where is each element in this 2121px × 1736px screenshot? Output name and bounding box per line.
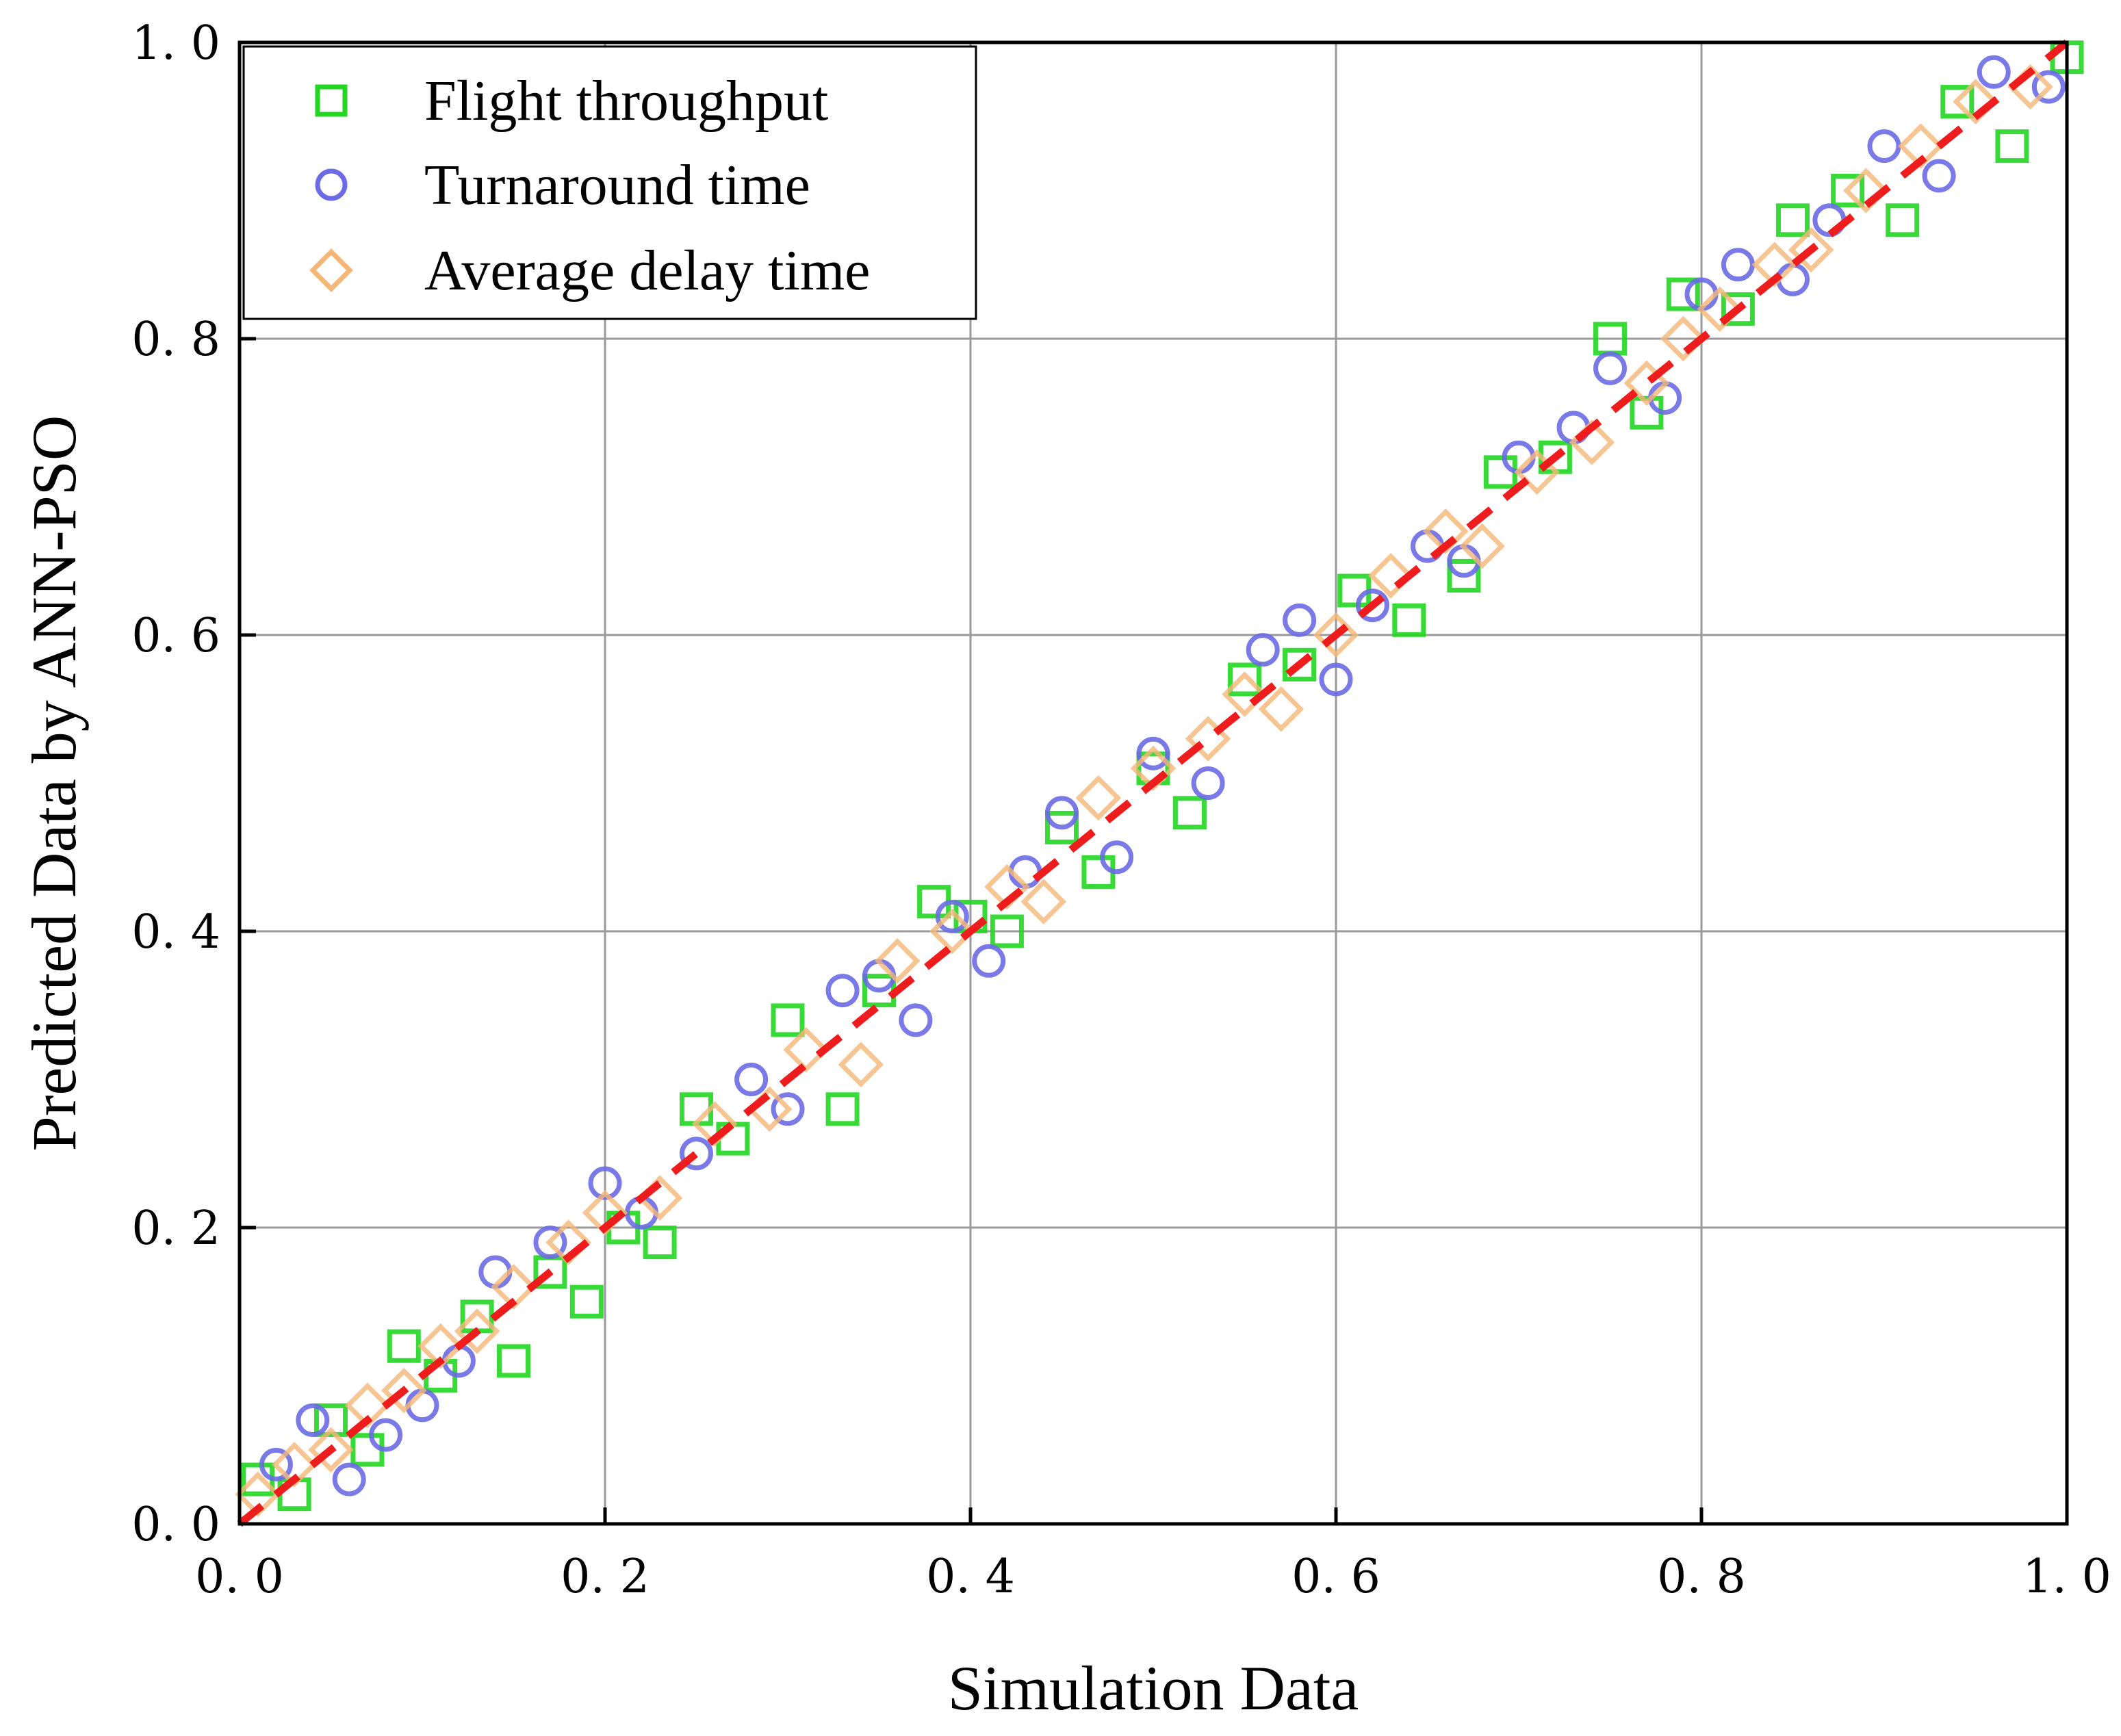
- data-point-diamond: [308, 1427, 354, 1473]
- data-point-diamond: [1258, 686, 1304, 732]
- x-tick-label: 0. 4: [926, 1550, 1015, 1604]
- y-tick-label: 0. 4: [131, 905, 220, 959]
- axis-ticks: [237, 40, 2069, 1526]
- data-point-circle: [296, 1403, 330, 1437]
- data-point-circle: [771, 1092, 805, 1126]
- data-point-square: [1721, 292, 1755, 326]
- data-point-square: [643, 1226, 677, 1260]
- data-point-square: [1940, 85, 1975, 119]
- data-point-circle: [369, 1418, 403, 1452]
- data-point-circle: [899, 1003, 933, 1037]
- data-point-square: [771, 1003, 805, 1037]
- data-point-square: [314, 1403, 348, 1437]
- data-point-square: [1776, 203, 1810, 237]
- x-tick-label: 0. 2: [561, 1550, 650, 1604]
- data-point-square: [1392, 603, 1426, 637]
- data-point-circle: [972, 944, 1006, 978]
- data-point-diamond: [1843, 168, 1889, 213]
- y-tick-label: 0. 2: [131, 1202, 220, 1256]
- data-point-circle: [1977, 55, 2011, 89]
- data-point-circle: [533, 1226, 567, 1260]
- data-point-circle: [680, 1137, 713, 1171]
- data-point-diamond: [454, 1308, 500, 1354]
- data-point-diamond: [929, 908, 975, 955]
- legend-marker-circle: [315, 168, 348, 201]
- x-axis-title: Simulation Data: [948, 1653, 1359, 1723]
- data-point-square: [1283, 647, 1317, 682]
- data-point-circle: [259, 1447, 293, 1481]
- plot-frame: [237, 40, 2069, 1526]
- data-point-diamond: [1697, 286, 1743, 332]
- y-tick-label: 0. 8: [131, 313, 220, 367]
- y-tick-label: 0. 6: [131, 609, 220, 663]
- data-point-circle: [1191, 766, 1225, 800]
- x-tick-label: 0. 8: [1657, 1550, 1746, 1604]
- data-point-diamond: [1788, 226, 1834, 273]
- data-point-circle: [1100, 840, 1134, 875]
- tick-labels: 0. 0 0. 2 0. 4 0. 6 0. 8 1. 0 0. 0 0. 2 0. 4 0. 6…: [131, 16, 2111, 1604]
- legend-label: Flight throughput: [424, 69, 828, 133]
- data-point-square: [1666, 277, 1700, 311]
- data-point-square: [569, 1284, 604, 1319]
- legend-marker-square: [315, 84, 348, 117]
- data-point-circle: [935, 899, 969, 933]
- data-point-square: [1228, 662, 1261, 697]
- legend-label: Turnaround time: [424, 153, 810, 217]
- data-point-square: [1886, 203, 1920, 237]
- data-point-diamond: [1660, 315, 1706, 362]
- series-circle: [259, 55, 2066, 1497]
- x-tick-label: 1. 0: [2022, 1550, 2111, 1604]
- data-point-square: [1995, 129, 2029, 164]
- data-point-square: [825, 1092, 860, 1126]
- legend-marker-diamond: [309, 248, 353, 292]
- y-tick-label: 0. 0: [131, 1498, 220, 1552]
- data-point-diamond: [1459, 523, 1505, 569]
- data-point-circle: [734, 1063, 769, 1096]
- x-tick-label: 0. 6: [1291, 1550, 1380, 1604]
- data-point-circle: [2031, 70, 2066, 104]
- data-point-circle: [332, 1462, 366, 1497]
- data-point-diamond: [1953, 79, 1998, 125]
- data-point-circle: [1045, 796, 1079, 830]
- y-axis-title: Predicted Data by ANN-PSO: [19, 415, 89, 1152]
- data-point-diamond: [1313, 612, 1359, 658]
- legend-label: Average delay time: [424, 239, 870, 302]
- data-point-diamond: [1020, 879, 1067, 924]
- data-point-circle: [1355, 588, 1389, 623]
- x-tick-label: 0. 0: [195, 1550, 284, 1604]
- data-point-diamond: [874, 938, 921, 984]
- data-point-circle: [1283, 603, 1317, 637]
- reference-line: [237, 39, 2070, 1527]
- data-point-diamond: [1367, 553, 1414, 599]
- data-point-square: [1447, 558, 1481, 593]
- data-point-diamond: [838, 1041, 884, 1088]
- data-point-square: [990, 914, 1024, 948]
- legend-box: [242, 45, 977, 320]
- data-point-square: [1831, 174, 1865, 207]
- data-point-diamond: [1222, 671, 1268, 717]
- data-point-square: [1172, 796, 1207, 830]
- y-tick-label: 1. 0: [131, 16, 220, 70]
- legend: Flight throughput Turnaround time Average …: [242, 45, 977, 320]
- data-point-circle: [825, 974, 860, 1008]
- data-point-circle: [1136, 736, 1170, 770]
- reference-line-group: [237, 39, 2070, 1527]
- data-point-circle: [588, 1166, 622, 1200]
- data-point-circle: [1922, 159, 1956, 193]
- data-point-circle: [1593, 351, 1627, 385]
- data-point-diamond: [381, 1367, 427, 1414]
- data-point-square: [497, 1344, 530, 1378]
- data-point-diamond: [1075, 775, 1122, 821]
- data-point-circle: [1319, 662, 1353, 697]
- data-point-circle: [1246, 633, 1280, 667]
- data-point-square: [1045, 810, 1079, 844]
